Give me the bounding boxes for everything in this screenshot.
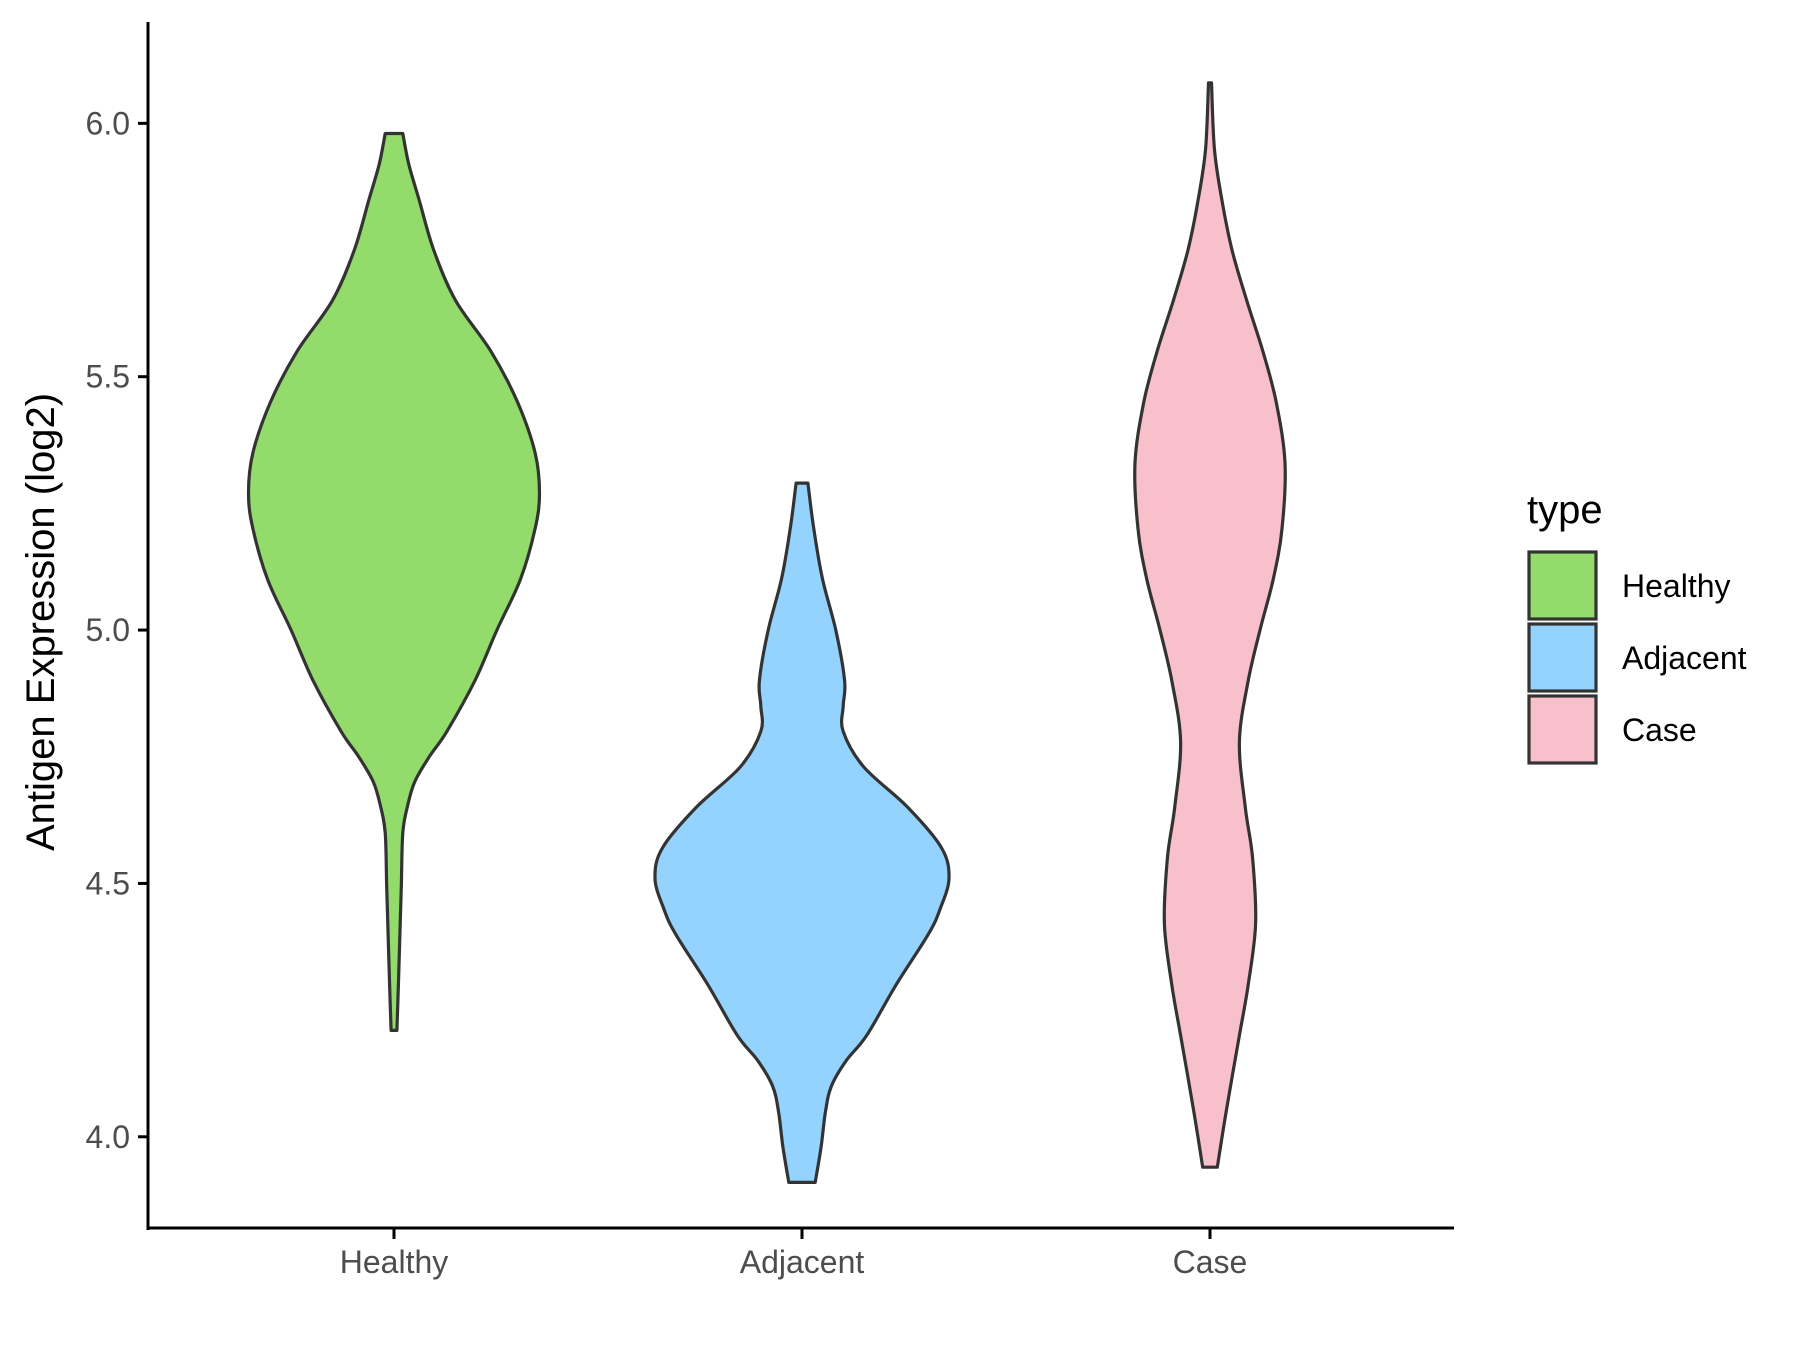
- legend-label-case: Case: [1622, 712, 1697, 748]
- x-tick-label: Adjacent: [740, 1244, 865, 1280]
- violin-case: [1133, 81, 1287, 1169]
- legend-key-case: [1527, 694, 1598, 765]
- y-tick-label: 5.5: [86, 359, 130, 395]
- y-axis-title: Antigen Expression (log2): [19, 393, 63, 851]
- violin-adjacent: [653, 481, 951, 1184]
- legend: type Healthy Adjacent Case: [1527, 488, 1747, 765]
- x-axis: Healthy Adjacent Case: [146, 1226, 1454, 1280]
- violin-layer: [246, 81, 1287, 1184]
- y-tick-label: 6.0: [86, 105, 130, 141]
- legend-title: type: [1527, 488, 1603, 532]
- x-tick-label: Healthy: [340, 1244, 449, 1280]
- violin-healthy: [246, 131, 542, 1032]
- y-tick-label: 4.0: [86, 1119, 130, 1155]
- y-axis: 4.0 4.5 5.0 5.5 6.0: [86, 22, 150, 1230]
- y-tick-label: 5.0: [86, 612, 130, 648]
- legend-label-adjacent: Adjacent: [1622, 640, 1747, 676]
- y-tick-label: 4.5: [86, 865, 130, 901]
- legend-key-adjacent: [1527, 622, 1598, 693]
- legend-label-healthy: Healthy: [1622, 568, 1731, 604]
- x-tick-label: Case: [1173, 1244, 1248, 1280]
- legend-key-healthy: [1527, 550, 1598, 621]
